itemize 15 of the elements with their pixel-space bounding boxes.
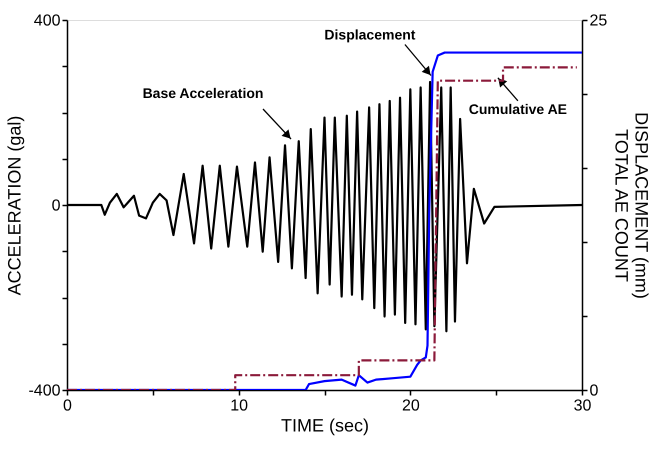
annotation: Displacement xyxy=(324,26,416,42)
x-tick-label: 30 xyxy=(574,398,592,414)
x-tick-label: 20 xyxy=(402,398,420,414)
y-tick-label: 0 xyxy=(52,198,61,214)
x-tick-label: 10 xyxy=(230,398,248,414)
y-tick-label: 400 xyxy=(34,12,61,30)
y-axis-title: ACCELERATION (gal) xyxy=(4,116,24,296)
annotation: Base Acceleration xyxy=(142,85,264,101)
x-axis-title: TIME (sec) xyxy=(281,416,369,436)
y2-axis-title: DISPLACEMENT (mm) TOTAL AE COUNT xyxy=(611,112,652,299)
x-tick-label: 0 xyxy=(63,398,72,414)
y2-tick-label: 0 xyxy=(590,382,598,400)
y-tick-label: -400 xyxy=(28,382,61,400)
y2-tick-label: 25 xyxy=(590,12,608,30)
annotation: Cumulative AE xyxy=(468,100,568,117)
